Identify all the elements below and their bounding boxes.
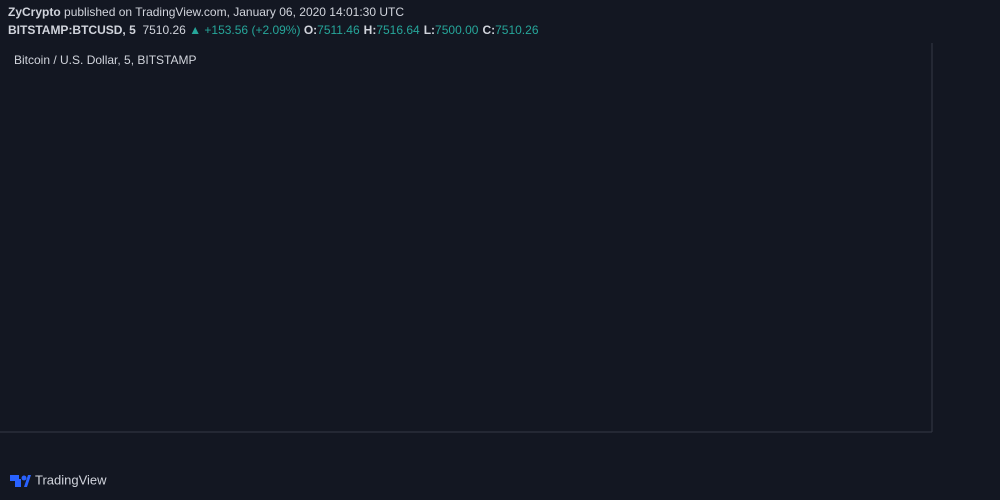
ohlc: O:7511.46 H:7516.64 L:7500.00 C:7510.26 bbox=[304, 23, 543, 37]
footer-bar bbox=[0, 460, 1000, 500]
ohlc-value: 7511.46 bbox=[317, 23, 360, 37]
chart-subtitle: Bitcoin / U.S. Dollar, 5, BITSTAMP bbox=[14, 53, 197, 67]
logo bbox=[10, 475, 31, 487]
ohlc-label: H: bbox=[363, 23, 377, 37]
footer-brand: TradingView bbox=[35, 472, 107, 487]
ohlc-label: L: bbox=[423, 23, 436, 37]
price: 7510.26 bbox=[142, 23, 186, 37]
ohlc-value: 7510.26 bbox=[495, 23, 539, 37]
published-info: published on TradingView.com, January 06… bbox=[64, 5, 405, 19]
ohlc-label: C: bbox=[482, 23, 496, 37]
ohlc-value: 7516.64 bbox=[376, 23, 420, 37]
publisher: ZyCrypto bbox=[8, 5, 61, 19]
ohlc-value: 7500.00 bbox=[435, 23, 479, 37]
change: ▲ +153.56 (+2.09%) bbox=[189, 23, 301, 37]
symbol: BITSTAMP:BTCUSD, 5 bbox=[8, 23, 136, 37]
ohlc-label: O: bbox=[303, 23, 318, 37]
header-line-2: BITSTAMP:BTCUSD, 5 7510.26 ▲ +153.56 (+2… bbox=[8, 23, 543, 37]
header-line-1: ZyCrypto published on TradingView.com, J… bbox=[8, 5, 404, 19]
